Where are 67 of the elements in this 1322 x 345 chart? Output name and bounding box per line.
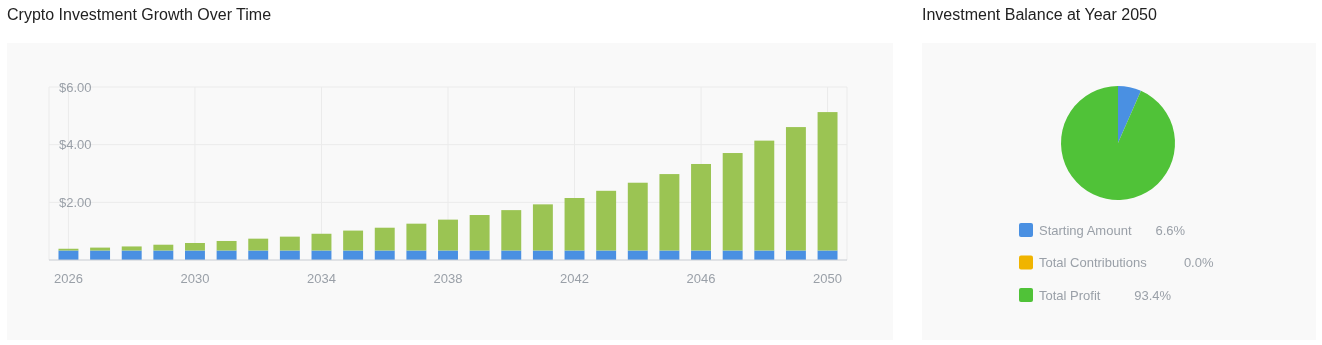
bar	[722, 250, 743, 260]
bar	[279, 236, 300, 251]
bar	[564, 250, 585, 260]
bar	[406, 223, 427, 251]
bar	[754, 140, 775, 251]
legend-label: Starting Amount	[1039, 222, 1132, 238]
x-tick-label: 2042	[560, 271, 589, 286]
bar	[722, 153, 743, 251]
bar	[343, 250, 364, 260]
bar	[659, 174, 680, 251]
pie-slice	[1061, 86, 1175, 200]
x-tick-label: 2038	[433, 271, 463, 286]
bar	[311, 233, 332, 251]
text: 0.0%	[1183, 255, 1214, 271]
y-tick-label: $4.00	[59, 137, 92, 153]
pie-slice	[1118, 86, 1141, 143]
x-tick-label: 2026	[53, 271, 83, 286]
x-tick-label: 2030	[180, 271, 210, 286]
bar	[817, 112, 838, 251]
bar	[627, 182, 648, 251]
data-label: 93.4%	[1134, 287, 1172, 303]
y-tick-label: $2.00	[59, 194, 92, 210]
bar	[121, 246, 142, 251]
bar	[564, 198, 585, 251]
chart-title: Investment Balance at Year 2050	[922, 6, 1157, 23]
bar	[438, 219, 458, 251]
y-tick-label: $6.00	[59, 79, 92, 95]
bar	[817, 250, 838, 260]
bar	[90, 250, 111, 260]
bar	[501, 250, 522, 260]
data-label: 6.6%	[1155, 222, 1186, 238]
bar	[374, 227, 395, 251]
bar	[691, 250, 711, 260]
bar	[785, 250, 806, 260]
bar	[754, 250, 775, 260]
bar	[185, 242, 205, 251]
bar	[532, 250, 553, 260]
bar	[216, 240, 237, 251]
bar	[248, 238, 269, 251]
bar	[659, 250, 680, 260]
bar	[532, 204, 553, 251]
bar	[691, 163, 711, 251]
bar	[438, 250, 458, 260]
x-tick-label: 2034	[307, 271, 336, 286]
bar	[374, 250, 395, 260]
bar	[121, 250, 142, 260]
bar	[216, 250, 237, 260]
bar	[406, 250, 427, 260]
bar	[58, 250, 79, 260]
bar	[185, 250, 205, 260]
x-tick-label: 2046	[686, 271, 716, 286]
bar	[469, 250, 490, 260]
bar	[279, 250, 300, 260]
bar	[596, 250, 617, 260]
bar	[469, 215, 490, 251]
bar	[248, 250, 269, 260]
bar	[785, 127, 806, 251]
bar	[596, 190, 617, 251]
legend-label: Total Profit	[1039, 287, 1101, 303]
legend-label: Total Contributions	[1039, 255, 1148, 271]
bar	[153, 250, 174, 260]
bar	[343, 230, 364, 251]
bar	[627, 250, 648, 260]
x-tick-label: 2050	[813, 271, 843, 286]
chart-title: Crypto Investment Growth Over Time	[7, 6, 272, 23]
bar	[501, 210, 522, 251]
bar	[311, 250, 332, 260]
